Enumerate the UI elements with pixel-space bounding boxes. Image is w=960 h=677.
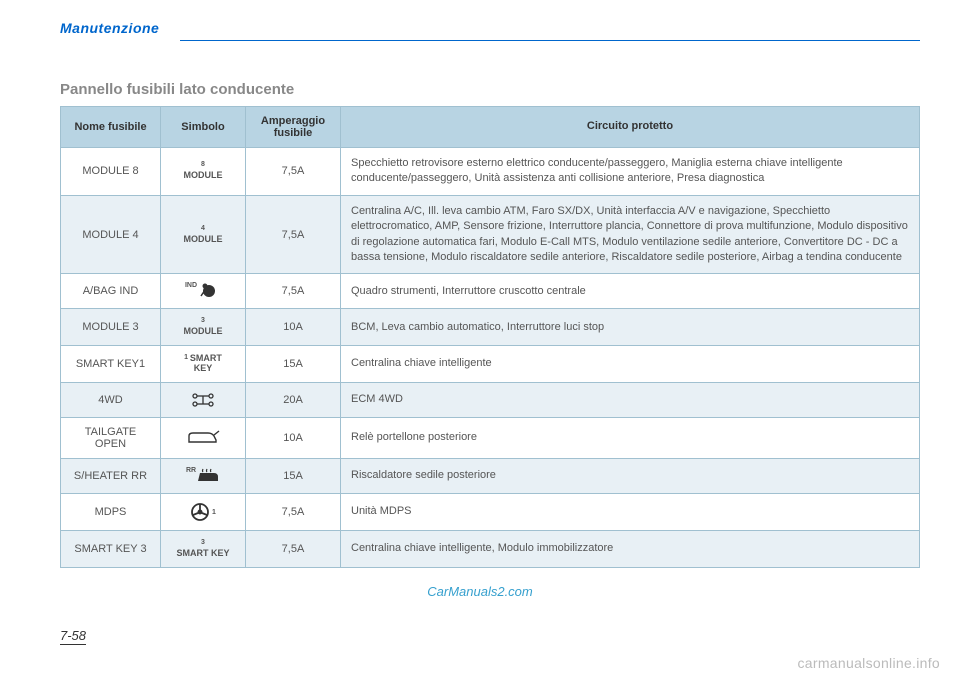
fuse-amperage: 7,5A [246,274,341,309]
fuse-name: TAILGATE OPEN [61,418,161,459]
fuse-symbol [161,383,246,418]
fuse-amperage: 7,5A [246,494,341,531]
fuse-amperage: 7,5A [246,195,341,274]
header-title: Manutenzione [60,20,159,36]
fuse-amperage: 7,5A [246,148,341,196]
watermark-carmanuals2: CarManuals2.com [427,584,533,599]
col-header-symbol: Simbolo [161,107,246,148]
fuse-amperage: 7,5A [246,531,341,568]
fuse-symbol [161,418,246,459]
header: Manutenzione [60,20,920,41]
fuse-circuit: Centralina chiave intelligente [341,346,920,383]
fuse-circuit: Quadro strumenti, Interruttore cruscotto… [341,274,920,309]
fuse-circuit: Centralina A/C, Ill. leva cambio ATM, Fa… [341,195,920,274]
fuse-symbol: 4MODULE [161,195,246,274]
fuse-name: SMART KEY 3 [61,531,161,568]
fuse-symbol: RR [161,459,246,494]
fuse-symbol: 3MODULE [161,309,246,346]
fuse-amperage: 15A [246,459,341,494]
table-row: TAILGATE OPEN 10ARelè portellone posterio… [61,418,920,459]
fuse-symbol: 3SMART KEY [161,531,246,568]
watermark-carmanualsonline: carmanualsonline.info [798,655,941,671]
fuse-circuit: Specchietto retrovisore esterno elettric… [341,148,920,196]
fuse-name: A/BAG IND [61,274,161,309]
table-row: SMART KEY 33SMART KEY7,5ACentralina chia… [61,531,920,568]
fuse-symbol: 8MODULE [161,148,246,196]
header-divider [180,40,920,41]
section-title: Pannello fusibili lato conducente [60,81,920,98]
fuse-name: SMART KEY1 [61,346,161,383]
page-container: Manutenzione Pannello fusibili lato cond… [0,0,960,568]
fuse-name: 4WD [61,383,161,418]
fuse-symbol: 1 SMARTKEY [161,346,246,383]
fuse-name: S/HEATER RR [61,459,161,494]
fuse-symbol: 1 [161,494,246,531]
table-row: SMART KEY11 SMARTKEY15ACentralina chiave… [61,346,920,383]
fuse-amperage: 15A [246,346,341,383]
fuse-symbol: IND [161,274,246,309]
fuse-circuit: BCM, Leva cambio automatico, Interruttor… [341,309,920,346]
fuse-circuit: ECM 4WD [341,383,920,418]
col-header-name: Nome fusibile [61,107,161,148]
table-header-row: Nome fusibile Simbolo Amperaggio fusibil… [61,107,920,148]
fuse-amperage: 20A [246,383,341,418]
fuse-table: Nome fusibile Simbolo Amperaggio fusibil… [60,106,920,568]
table-row: MDPS17,5AUnità MDPS [61,494,920,531]
table-row: 4WD 20AECM 4WD [61,383,920,418]
fuse-amperage: 10A [246,309,341,346]
table-row: A/BAG INDIND7,5AQuadro strumenti, Interr… [61,274,920,309]
table-row: MODULE 33MODULE10ABCM, Leva cambio autom… [61,309,920,346]
fuse-amperage: 10A [246,418,341,459]
fuse-circuit: Centralina chiave intelligente, Modulo i… [341,531,920,568]
fuse-circuit: Relè portellone posteriore [341,418,920,459]
table-row: MODULE 44MODULE7,5ACentralina A/C, Ill. … [61,195,920,274]
fuse-name: MODULE 3 [61,309,161,346]
fuse-name: MDPS [61,494,161,531]
fuse-circuit: Unità MDPS [341,494,920,531]
fuse-name: MODULE 8 [61,148,161,196]
col-header-circuit: Circuito protetto [341,107,920,148]
table-row: S/HEATER RRRR15ARiscaldatore sedile post… [61,459,920,494]
fuse-circuit: Riscaldatore sedile posteriore [341,459,920,494]
col-header-amp: Amperaggio fusibile [246,107,341,148]
table-row: MODULE 88MODULE7,5ASpecchietto retroviso… [61,148,920,196]
page-number: 7-58 [60,628,86,645]
fuse-name: MODULE 4 [61,195,161,274]
